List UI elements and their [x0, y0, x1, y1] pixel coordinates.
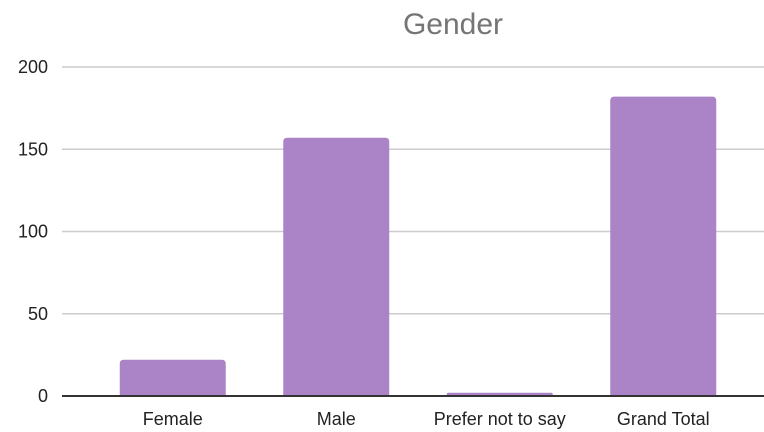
x-category-label: Male [317, 409, 356, 429]
x-axis-category-labels: Female Male Prefer not to say Grand Total [143, 409, 710, 429]
y-tick-label: 200 [18, 57, 48, 77]
bar-grand-total [610, 96, 717, 397]
y-tick-label: 0 [38, 386, 48, 406]
x-category-label: Grand Total [617, 409, 710, 429]
x-category-label: Prefer not to say [434, 409, 566, 429]
bar-male [283, 137, 390, 397]
bars [119, 96, 717, 397]
chart-title: Gender [403, 8, 503, 41]
y-tick-label: 50 [28, 304, 48, 324]
bar-female [119, 359, 226, 396]
x-category-label: Female [143, 409, 203, 429]
y-axis-tick-labels: 0 50 100 150 200 [18, 57, 48, 406]
y-tick-label: 100 [18, 222, 48, 242]
y-tick-label: 150 [18, 139, 48, 159]
